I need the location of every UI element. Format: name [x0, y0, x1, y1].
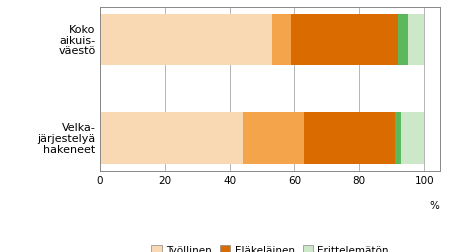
Legend: Työllinen, Työtön, Eläkeläinen, Opiskelija, Erittelemätön: Työllinen, Työtön, Eläkeläinen, Opiskeli…	[151, 245, 389, 252]
Bar	[408, 15, 424, 66]
Bar	[398, 15, 408, 66]
Bar	[100, 113, 242, 164]
Bar	[100, 15, 272, 66]
Bar	[395, 113, 401, 164]
Bar	[401, 113, 424, 164]
Text: %: %	[429, 200, 439, 210]
Bar	[291, 15, 398, 66]
Bar	[304, 113, 395, 164]
Bar	[242, 113, 304, 164]
Bar	[272, 15, 291, 66]
